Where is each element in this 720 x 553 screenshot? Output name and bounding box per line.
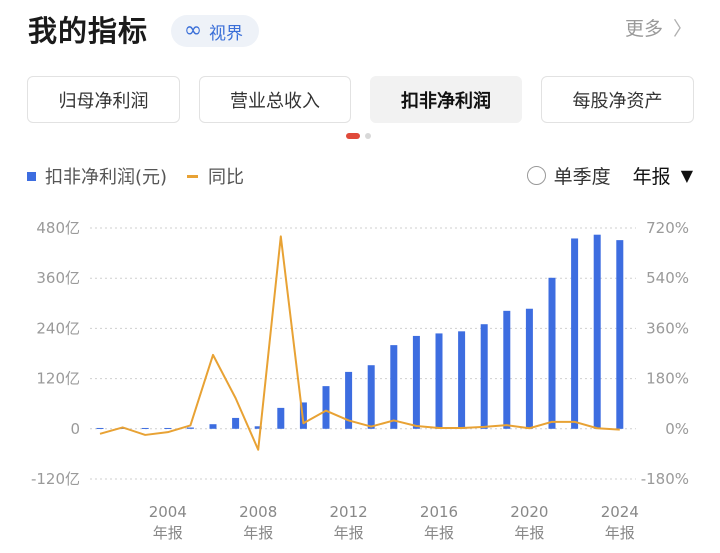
page-dot-active [346, 133, 360, 139]
period-select[interactable]: 年报 [632, 165, 671, 188]
bar [458, 331, 466, 429]
y-right-tick-label: 360% [646, 319, 689, 337]
y-right-tick-label: 180% [646, 370, 689, 388]
bar [367, 365, 375, 429]
chart: 480亿 360亿 240亿 120亿 0 -120亿 720% 540% 360% 180% 0%… [31, 219, 689, 542]
y-right-tick-label: 720% [646, 219, 689, 237]
bar [412, 335, 420, 429]
tab-net-assets-per-share[interactable]: 每股净资产 [541, 76, 694, 123]
y-left-tick-label: 120亿 [36, 370, 80, 388]
more-link[interactable]: 更多 〉 [625, 14, 692, 41]
bar [480, 324, 488, 429]
bar [616, 240, 624, 429]
header: 我的指标 ∞ 视界 更多 〉 [0, 0, 720, 60]
bar [593, 234, 601, 429]
more-label: 更多 [624, 18, 663, 40]
bar [209, 424, 217, 429]
x-tick-sublabel: 年报 [243, 524, 273, 542]
tab-deducted-net-profit[interactable]: 扣非净利润 [370, 76, 522, 123]
bar-legend-label: 扣非净利润(元) [45, 167, 168, 188]
bar-legend-swatch [27, 171, 36, 181]
bar [548, 277, 556, 429]
y-right-tick-label: 540% [646, 269, 689, 287]
y-left-tick-label: 480亿 [36, 219, 80, 237]
tab-total-revenue[interactable]: 营业总收入 [199, 76, 351, 123]
x-tick-label: 2016 [420, 503, 458, 521]
y-right-tick-label: 0% [665, 420, 689, 438]
bar [254, 426, 262, 429]
x-tick-label: 2008 [239, 503, 277, 521]
bar [571, 238, 579, 429]
bar [277, 407, 285, 429]
bar [186, 427, 194, 429]
line-legend-swatch [187, 174, 199, 178]
bar [322, 386, 330, 429]
page-dot [365, 133, 371, 139]
chevron-right-icon: 〉 [672, 18, 692, 40]
bar [345, 371, 353, 429]
yoy-line [99, 235, 620, 451]
bar [525, 308, 533, 429]
x-tick-sublabel: 年报 [153, 524, 183, 542]
x-tick-sublabel: 年报 [334, 524, 364, 542]
caret-down-icon[interactable]: ▼ [680, 165, 693, 185]
quarter-label[interactable]: 单季度 [553, 165, 611, 188]
y-right-tick-label: -180% [641, 470, 689, 488]
view-button[interactable]: ∞ 视界 [171, 15, 259, 47]
bar [119, 427, 127, 429]
y-left-tick-label: 0 [70, 420, 80, 438]
page-indicator [346, 133, 371, 139]
x-tick-label: 2024 [601, 503, 639, 521]
tab-parent-net-profit[interactable]: 归母净利润 [27, 76, 180, 123]
chart-controls: 单季度 年报 ▼ [526, 160, 693, 190]
chart-legend: 扣非净利润(元) 同比 [27, 162, 244, 190]
x-tick-sublabel: 年报 [424, 524, 454, 542]
page-title: 我的指标 [28, 14, 149, 48]
quarter-radio[interactable] [526, 165, 546, 185]
bar [96, 427, 104, 429]
x-tick-label: 2020 [510, 503, 548, 521]
bar [232, 417, 240, 429]
x-tick-sublabel: 年报 [605, 524, 635, 542]
infinity-icon: ∞ [183, 18, 203, 43]
line-legend-label: 同比 [208, 167, 245, 188]
y-left-tick-label: 240亿 [36, 319, 80, 337]
bar [503, 310, 511, 429]
view-label: 视界 [209, 23, 243, 44]
bar [141, 427, 149, 429]
y-left-tick-label: -120亿 [31, 470, 80, 488]
bar [164, 427, 172, 429]
bar [390, 345, 398, 429]
x-tick-sublabel: 年报 [514, 524, 544, 542]
x-tick-label: 2012 [330, 503, 368, 521]
metric-tabs: 归母净利润 营业总收入 扣非净利润 每股净资产 [0, 76, 720, 124]
y-left-tick-label: 360亿 [36, 269, 80, 287]
bar [435, 333, 443, 429]
x-tick-label: 2004 [149, 503, 187, 521]
